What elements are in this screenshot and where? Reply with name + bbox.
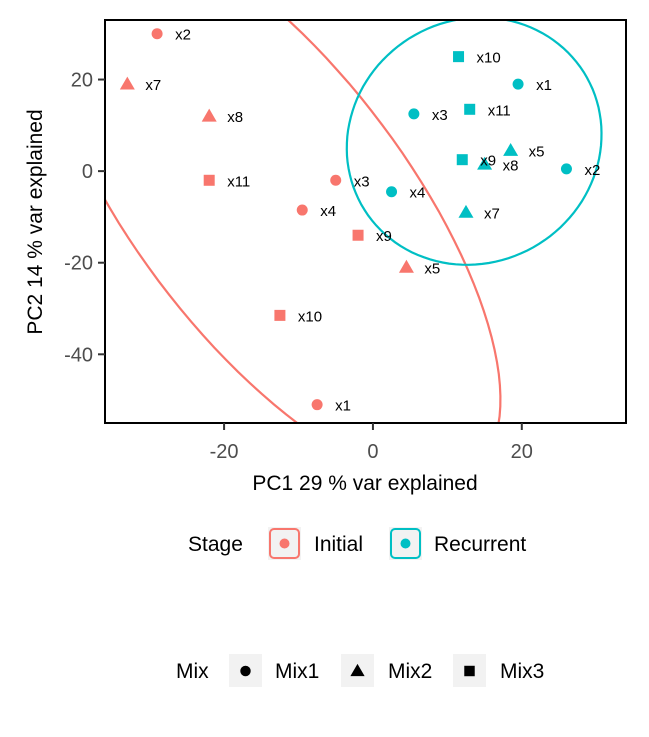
legend-mix-mix1: Mix1 bbox=[275, 660, 319, 683]
point-initial-x2 bbox=[151, 28, 163, 40]
point-label: x3 bbox=[354, 173, 370, 190]
point-label: x11 bbox=[227, 173, 250, 190]
point-initial-x9 bbox=[352, 229, 364, 241]
point-label: x2 bbox=[175, 27, 191, 44]
y-axis: 20 0 -20 -40 bbox=[64, 70, 105, 366]
x-tick-label: -20 bbox=[210, 441, 239, 463]
point-label: x9 bbox=[480, 153, 496, 170]
point-initial-x8 bbox=[201, 108, 217, 122]
point-label: x1 bbox=[335, 398, 351, 415]
point-recurrent-x10 bbox=[453, 51, 465, 63]
point-initial-x5 bbox=[398, 259, 414, 273]
point-label: x11 bbox=[488, 102, 511, 119]
point-initial-x11 bbox=[203, 174, 215, 186]
y-tick-label: -40 bbox=[64, 344, 93, 366]
points-layer bbox=[119, 28, 572, 411]
point-label: x1 bbox=[536, 77, 552, 94]
point-recurrent-x1 bbox=[512, 78, 524, 90]
y-tick-label: 20 bbox=[71, 70, 93, 92]
point-initial-x4 bbox=[296, 204, 308, 216]
point-label: x4 bbox=[320, 203, 336, 220]
point-initial-x10 bbox=[274, 309, 286, 321]
y-tick-label: -20 bbox=[64, 253, 93, 275]
point-label: x5 bbox=[424, 260, 440, 277]
legend-key-dot-recurrent bbox=[400, 538, 411, 549]
legend-mix: Mix Mix1 Mix2 Mix3 bbox=[176, 654, 544, 687]
point-recurrent-x11 bbox=[464, 103, 476, 115]
legend-key-dot-initial bbox=[279, 538, 290, 549]
x-tick-label: 20 bbox=[511, 441, 533, 463]
y-axis-label: PC2 14 % var explained bbox=[24, 109, 47, 334]
point-initial-x7 bbox=[119, 76, 135, 90]
legend-stage-initial: Initial bbox=[314, 533, 363, 556]
point-label: x10 bbox=[477, 50, 501, 67]
legend-stage: Stage Initial Recurrent bbox=[188, 527, 526, 560]
x-axis: -20 0 20 bbox=[210, 423, 533, 463]
point-label: x3 bbox=[432, 107, 448, 124]
point-recurrent-x5 bbox=[503, 143, 519, 156]
point-label: x8 bbox=[227, 109, 243, 126]
point-initial-x1 bbox=[311, 399, 323, 411]
point-recurrent-x3 bbox=[408, 108, 420, 120]
legend-key-mix3 bbox=[464, 665, 475, 677]
point-label: x7 bbox=[145, 77, 161, 94]
legend-mix-title: Mix bbox=[176, 660, 209, 683]
x-axis-label: PC1 29 % var explained bbox=[252, 472, 477, 495]
ellipse-layer bbox=[105, 20, 603, 423]
legend-mix-mix2: Mix2 bbox=[388, 660, 432, 683]
point-label: x9 bbox=[376, 228, 392, 245]
legend-key-mix2 bbox=[350, 663, 365, 677]
legend-key-ellipse-recurrent bbox=[390, 528, 421, 559]
point-label: x10 bbox=[298, 308, 322, 325]
ellipse-recurrent bbox=[345, 20, 603, 266]
legend-stage-title: Stage bbox=[188, 533, 243, 556]
point-recurrent-x9 bbox=[456, 154, 468, 166]
point-recurrent-x8 bbox=[477, 156, 493, 170]
point-label: x7 bbox=[484, 205, 500, 222]
point-labels-layer: x2 x7 x8 x11 x3 x4 x9 x5 x10 x1 x10 x1 x3 x11 x5 x9 x8 x2… bbox=[145, 27, 600, 415]
legend-mix-mix3: Mix3 bbox=[500, 660, 544, 683]
point-label: x2 bbox=[584, 162, 600, 179]
legend-key-mix1 bbox=[240, 665, 251, 677]
plot-panel-border bbox=[104, 19, 627, 424]
legend-stage-recurrent: Recurrent bbox=[434, 533, 526, 556]
x-tick-label: 0 bbox=[367, 441, 378, 463]
point-recurrent-x2 bbox=[560, 163, 572, 175]
point-recurrent-x4 bbox=[386, 186, 398, 198]
point-recurrent-x7 bbox=[458, 204, 474, 218]
legend-key-ellipse-initial bbox=[269, 528, 300, 559]
y-tick-label: 0 bbox=[82, 161, 93, 183]
point-label: x5 bbox=[529, 144, 545, 161]
point-label: x4 bbox=[410, 185, 426, 202]
point-label: x8 bbox=[503, 157, 519, 174]
ellipse-initial bbox=[105, 20, 502, 423]
point-initial-x3 bbox=[330, 174, 342, 186]
